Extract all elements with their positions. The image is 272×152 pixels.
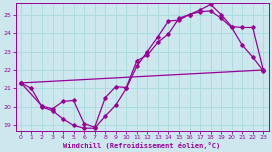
X-axis label: Windchill (Refroidissement éolien,°C): Windchill (Refroidissement éolien,°C) [63, 142, 221, 149]
